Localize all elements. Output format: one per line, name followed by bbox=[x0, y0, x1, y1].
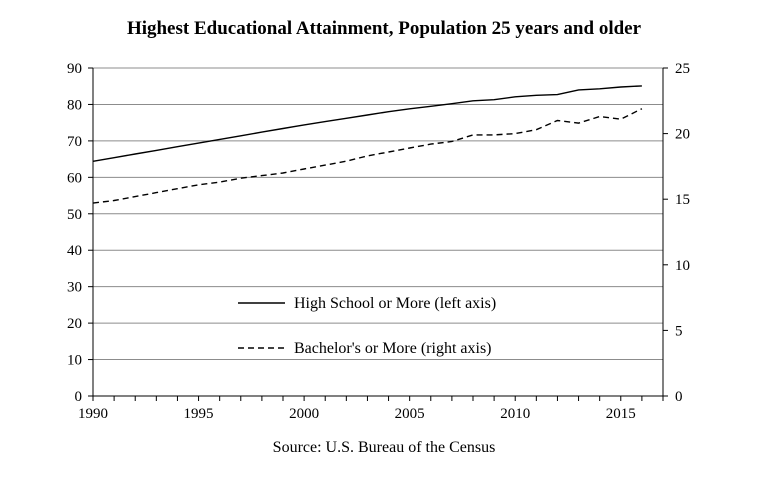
right-tick-label: 15 bbox=[675, 192, 690, 208]
x-tick-label: 2010 bbox=[500, 406, 530, 422]
right-tick-label: 0 bbox=[675, 389, 683, 405]
left-tick-label: 0 bbox=[75, 389, 83, 405]
legend-label-bachelors: Bachelor's or More (right axis) bbox=[294, 340, 492, 357]
x-tick-label: 2015 bbox=[606, 406, 636, 422]
left-tick-label: 30 bbox=[67, 280, 82, 296]
left-tick-label: 80 bbox=[67, 97, 82, 113]
left-tick-label: 90 bbox=[67, 61, 82, 77]
left-tick-label: 60 bbox=[67, 170, 82, 186]
series-line-bachelors bbox=[92, 108, 643, 204]
x-tick-label: 1995 bbox=[184, 406, 214, 422]
x-tick-label: 2000 bbox=[289, 406, 319, 422]
axes: 0 10 20 30 40 50 60 70 80 90 0 5 10 15 20 25 1990 1995 200… bbox=[67, 61, 690, 422]
series-line-high-school bbox=[92, 85, 642, 162]
right-tick-label: 20 bbox=[675, 127, 690, 143]
x-tick-label: 2005 bbox=[395, 406, 425, 422]
right-tick-label: 25 bbox=[675, 61, 690, 77]
right-tick-label: 5 bbox=[675, 323, 683, 339]
legend: High School or More (left axis) Bachelor'… bbox=[238, 295, 496, 357]
legend-label-high-school: High School or More (left axis) bbox=[294, 295, 496, 312]
left-tick-label: 70 bbox=[67, 134, 82, 150]
source-note: Source: U.S. Bureau of the Census bbox=[273, 439, 496, 456]
gridlines bbox=[93, 67, 663, 361]
left-tick-label: 10 bbox=[67, 353, 82, 369]
chart-title: Highest Educational Attainment, Populati… bbox=[126, 18, 642, 39]
x-tick-label: 1990 bbox=[78, 406, 108, 422]
left-tick-label: 20 bbox=[67, 316, 82, 332]
right-tick-label: 10 bbox=[675, 258, 690, 274]
left-tick-label: 50 bbox=[67, 207, 82, 223]
left-tick-label: 40 bbox=[67, 243, 82, 259]
series-lines bbox=[92, 85, 643, 204]
